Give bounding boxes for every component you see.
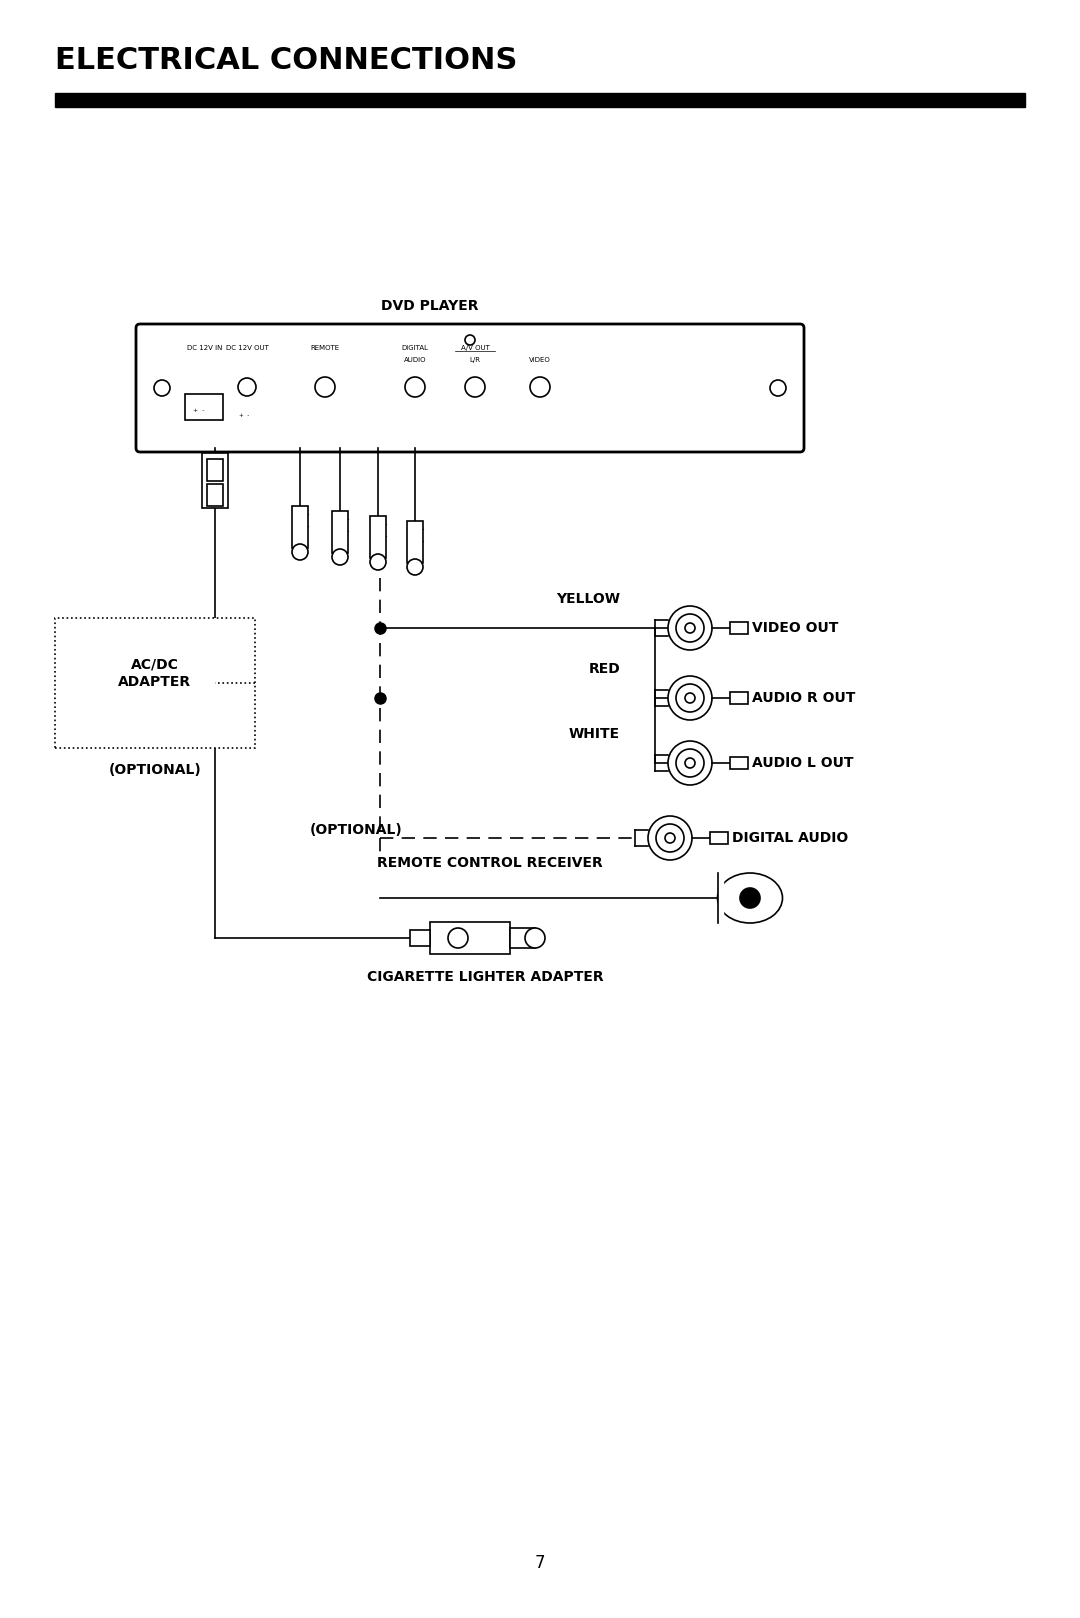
Circle shape	[676, 684, 704, 712]
Circle shape	[370, 553, 386, 570]
Text: (OPTIONAL): (OPTIONAL)	[310, 824, 403, 837]
Bar	[510, 929, 535, 948]
Text: AUDIO L OUT: AUDIO L OUT	[752, 756, 853, 770]
Circle shape	[669, 607, 712, 650]
Circle shape	[525, 929, 545, 948]
Text: VIDEO OUT: VIDEO OUT	[752, 621, 838, 634]
Circle shape	[465, 377, 485, 396]
Circle shape	[465, 335, 475, 345]
Bar	[202, 453, 228, 508]
Circle shape	[154, 380, 170, 396]
Circle shape	[676, 749, 704, 777]
Text: AUDIO: AUDIO	[404, 358, 427, 362]
Ellipse shape	[717, 874, 783, 922]
Circle shape	[530, 377, 550, 396]
Text: RED: RED	[589, 662, 620, 676]
Bar	[730, 621, 748, 634]
FancyBboxPatch shape	[136, 324, 804, 451]
Text: 7: 7	[535, 1553, 545, 1573]
Text: VIDEO: VIDEO	[529, 358, 551, 362]
Circle shape	[332, 549, 348, 565]
Text: +  -: + -	[239, 413, 249, 417]
Bar	[185, 395, 222, 421]
Bar	[710, 832, 728, 845]
Bar	[718, 874, 723, 922]
Text: DC 12V IN: DC 12V IN	[187, 345, 222, 351]
Text: AC/DC
ADAPTER: AC/DC ADAPTER	[119, 657, 191, 689]
Circle shape	[405, 377, 426, 396]
Bar	[407, 521, 423, 563]
Text: +  -: + -	[193, 408, 204, 413]
Text: L/R: L/R	[470, 358, 481, 362]
Bar	[207, 484, 222, 506]
Text: REMOTE: REMOTE	[310, 345, 339, 351]
Bar	[292, 506, 308, 549]
Bar	[730, 757, 748, 769]
Bar	[410, 930, 430, 947]
Bar	[55, 92, 1025, 107]
Text: A/V OUT: A/V OUT	[460, 345, 489, 351]
Bar	[55, 618, 255, 748]
Circle shape	[665, 833, 675, 843]
Circle shape	[238, 379, 256, 396]
Circle shape	[685, 693, 696, 702]
Circle shape	[740, 888, 760, 908]
Bar	[430, 922, 510, 955]
Text: AUDIO R OUT: AUDIO R OUT	[752, 691, 855, 705]
Text: DIGITAL AUDIO: DIGITAL AUDIO	[732, 832, 848, 845]
Circle shape	[770, 380, 786, 396]
Text: YELLOW: YELLOW	[556, 592, 620, 607]
Circle shape	[656, 824, 684, 853]
Circle shape	[669, 741, 712, 785]
Text: REMOTE CONTROL RECEIVER: REMOTE CONTROL RECEIVER	[377, 856, 603, 870]
Circle shape	[315, 377, 335, 396]
Text: (OPTIONAL): (OPTIONAL)	[109, 764, 201, 777]
Text: ELECTRICAL CONNECTIONS: ELECTRICAL CONNECTIONS	[55, 45, 517, 74]
Circle shape	[407, 558, 423, 574]
Text: CIGARETTE LIGHTER ADAPTER: CIGARETTE LIGHTER ADAPTER	[367, 971, 604, 984]
Text: DC 12V OUT: DC 12V OUT	[226, 345, 269, 351]
Bar	[332, 511, 348, 553]
Text: DVD PLAYER: DVD PLAYER	[381, 299, 478, 312]
Bar	[730, 693, 748, 704]
Circle shape	[685, 623, 696, 633]
Bar	[370, 516, 386, 558]
Bar	[207, 460, 222, 481]
Text: DIGITAL: DIGITAL	[402, 345, 429, 351]
Circle shape	[292, 544, 308, 560]
Circle shape	[669, 676, 712, 720]
Circle shape	[676, 613, 704, 642]
Text: WHITE: WHITE	[569, 726, 620, 741]
Circle shape	[685, 757, 696, 769]
Circle shape	[448, 929, 468, 948]
Circle shape	[648, 815, 692, 861]
